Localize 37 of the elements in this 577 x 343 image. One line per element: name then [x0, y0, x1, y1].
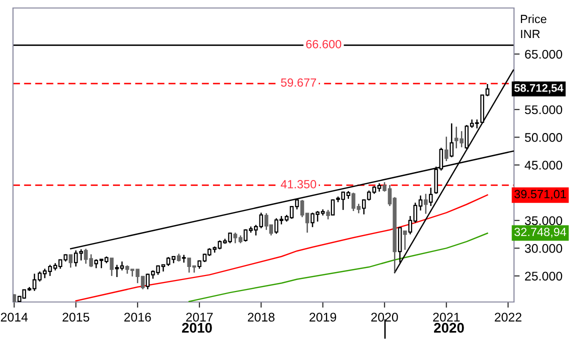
y-tick-label: 50.000: [524, 133, 562, 142]
x-tick-label: 2019: [310, 312, 336, 322]
annotation: 32.748,94: [514, 228, 566, 238]
y-tick-label: 30.000: [524, 244, 562, 253]
ref-line-label: 59.677: [280, 78, 316, 87]
x-tick-label: 2018: [248, 312, 274, 322]
x-tick-label: 2020: [371, 312, 398, 322]
candlestick: [450, 122, 454, 158]
line-series: [75, 194, 488, 302]
candlestick: [403, 230, 407, 250]
x-tick-label: 2014: [0, 312, 28, 322]
x-tick-label: 2015: [62, 312, 90, 322]
candlestick: [424, 193, 428, 214]
y-tick-label: 25.000: [525, 272, 562, 281]
ref-line-label: 66.600: [306, 40, 342, 48]
text: 2010: [182, 322, 212, 333]
x-tick-label: 2021: [433, 312, 460, 322]
y-tick-label: 65.000: [525, 50, 562, 59]
candlestick: [68, 254, 73, 268]
candlestick: [110, 258, 114, 277]
x-tick-label: 2017: [186, 312, 213, 322]
candlestick: [326, 209, 330, 220]
x-tick-label: 2022: [494, 312, 522, 322]
candlestick: [398, 226, 402, 264]
candlestick: [428, 187, 433, 207]
x-tick-label: 2016: [124, 312, 151, 322]
text: INR: [521, 30, 540, 38]
text: 58.712,54: [514, 84, 564, 94]
y-tick-label: 55.000: [524, 105, 562, 114]
text: 2020: [434, 322, 464, 333]
line-series: [188, 232, 488, 302]
y-tick-label: 45.000: [524, 160, 562, 170]
candlestick: [444, 136, 448, 162]
text: Price: [520, 14, 546, 24]
ref-line-label: 41.350: [280, 180, 316, 188]
y-tick-label: 35.000: [524, 216, 562, 226]
annotation: 39.571,01: [514, 190, 566, 200]
